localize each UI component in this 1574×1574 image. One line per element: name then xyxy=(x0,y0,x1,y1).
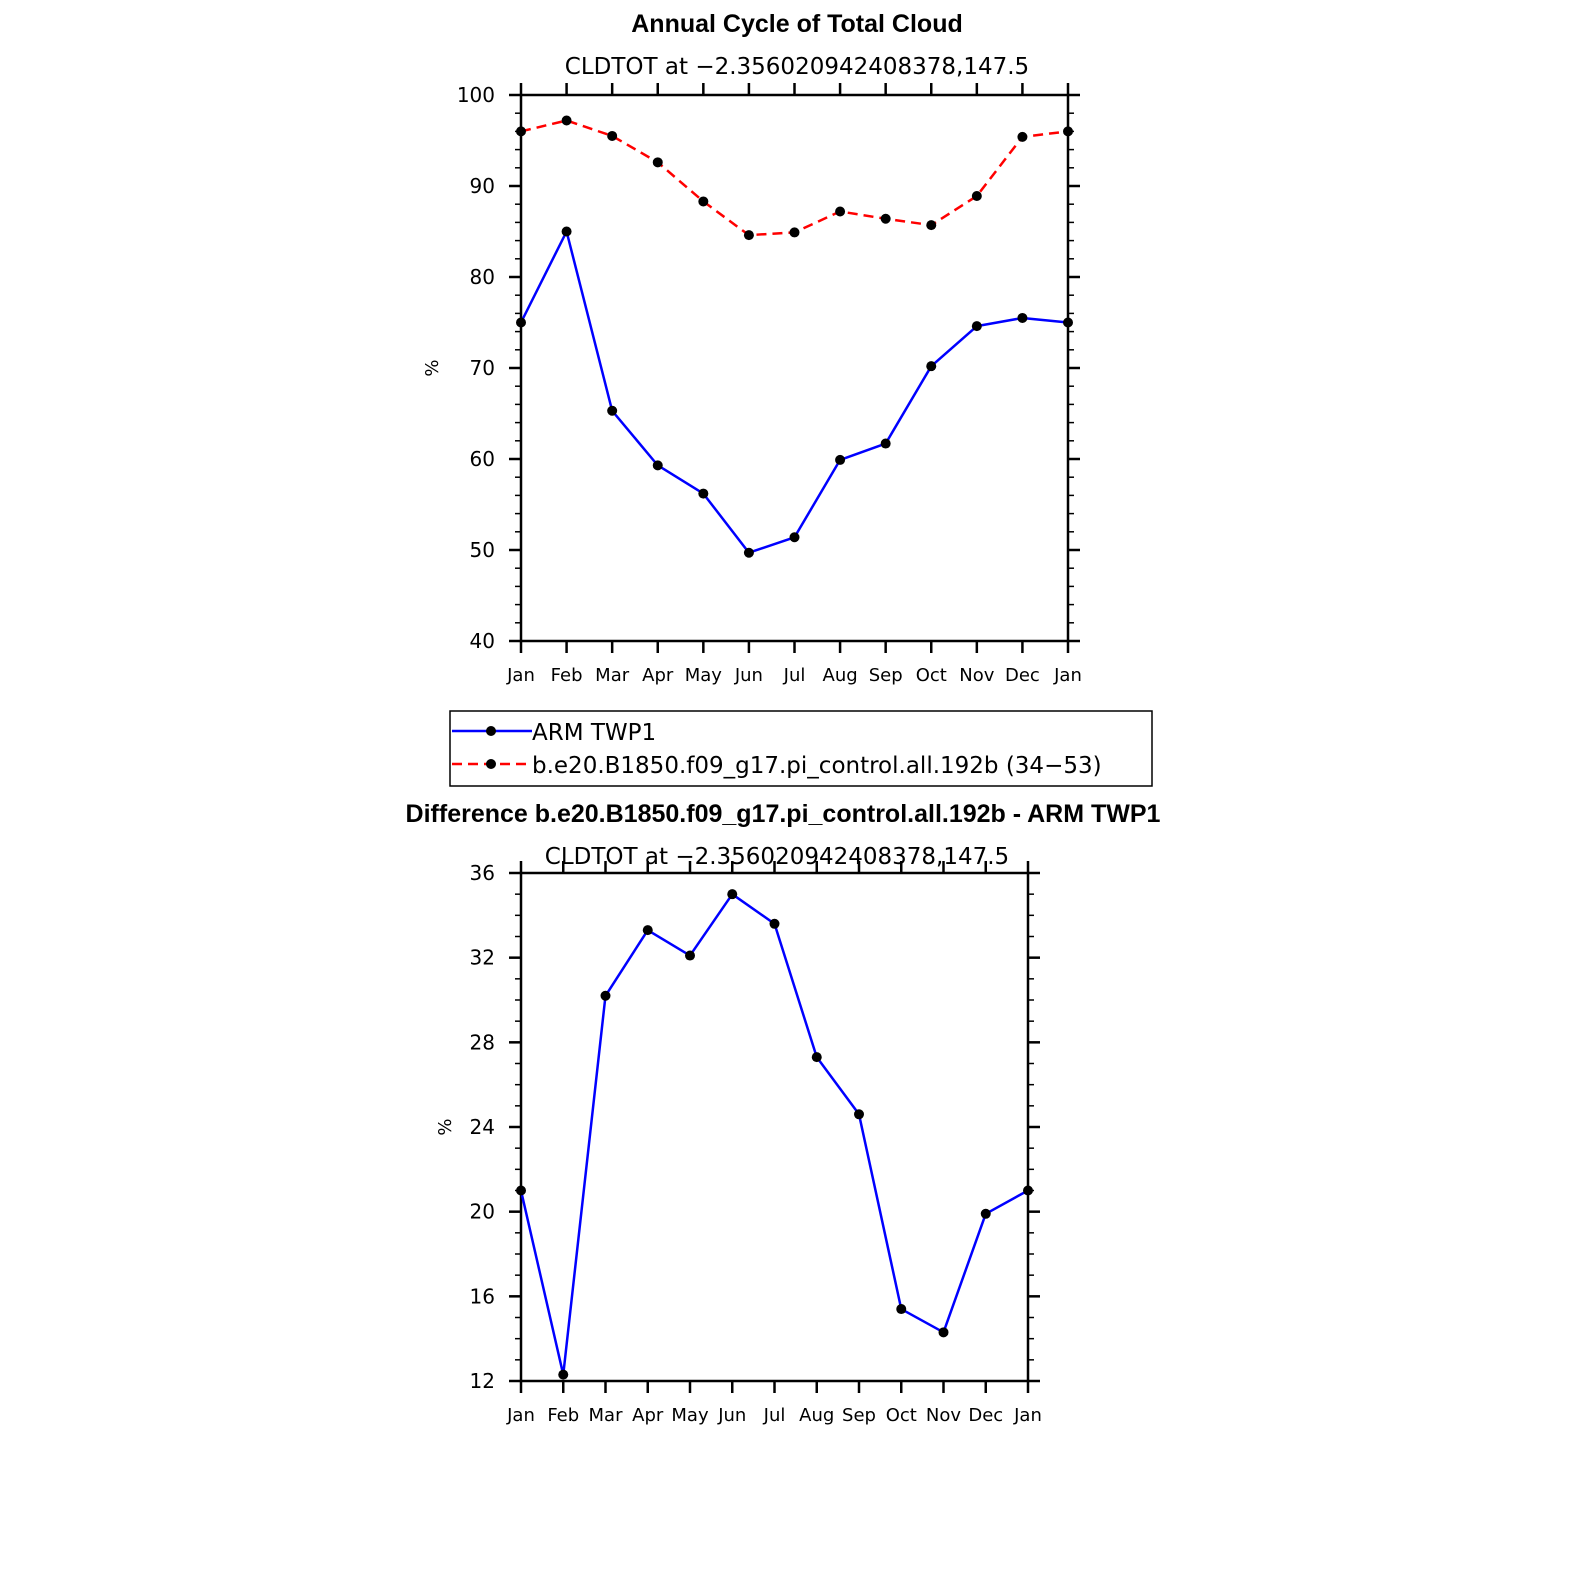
chart1-series-1-point xyxy=(607,130,618,141)
chart1-series-1-point xyxy=(880,213,891,224)
chart1-series-0-line xyxy=(519,230,1069,554)
chart2-xtick-label: May xyxy=(671,1405,709,1426)
chart1-ylabel: % xyxy=(422,359,443,376)
chart2-xtick-label: Jun xyxy=(717,1405,746,1426)
chart1-xtick-label: Jun xyxy=(734,665,763,686)
chart1-series-1-point xyxy=(926,220,937,231)
chart2-ytick-label: 36 xyxy=(470,861,495,885)
chart1-series-1-point xyxy=(1063,126,1073,137)
chart2-series-0-point xyxy=(558,1369,569,1380)
chart2-title: Difference b.e20.B1850.f09_g17.pi_contro… xyxy=(406,800,1161,828)
chart2-ytick-label: 32 xyxy=(470,946,495,970)
chart1-plot: 40 50 60 70 80 90 100 Jan Feb Mar Apr May Jun Jul Aug S… xyxy=(422,83,1082,686)
chart2-series-0-point xyxy=(854,1109,864,1120)
chart1-series-0-point xyxy=(880,438,891,449)
chart1-series-1-point xyxy=(789,227,800,238)
chart1-series-0-point xyxy=(561,226,572,237)
chart1-series-1-point xyxy=(652,157,663,168)
chart2-xtick-label: Jan xyxy=(1013,1405,1042,1426)
chart2-series-0-point xyxy=(685,950,695,961)
chart1-series-1-point xyxy=(971,191,982,202)
chart2-ytick-label: 28 xyxy=(470,1030,495,1054)
chart2-frame xyxy=(519,871,1030,1383)
chart1-xtick-label: Feb xyxy=(551,665,583,686)
chart1-ytick-label: 90 xyxy=(470,174,495,198)
chart1-series-0-point xyxy=(1017,312,1028,323)
chart2-xtick-label: Mar xyxy=(589,1405,624,1426)
chart1-legend: ARM TWP1 b.e20.B1850.f09_g17.pi_control.… xyxy=(449,710,1153,787)
chart1-xtick-label: Sep xyxy=(869,665,903,686)
chart2-ytick-label: 20 xyxy=(470,1200,495,1224)
chart2-series-0-point xyxy=(642,925,653,936)
chart1-series-0-point xyxy=(698,488,709,499)
chart2-series-0-point xyxy=(727,889,738,900)
chart1-series-0-point xyxy=(607,405,618,416)
chart1-xtick-label: Jan xyxy=(1053,665,1082,686)
chart1-ytick-label: 100 xyxy=(457,83,495,107)
chart1-series-0-point xyxy=(926,361,937,372)
chart1-frame xyxy=(519,93,1070,643)
chart1-xtick-label: Dec xyxy=(1005,665,1040,686)
chart1-ytick-label: 60 xyxy=(470,447,495,471)
chart1-series-0-point xyxy=(1063,317,1073,328)
chart1-xtick-label: May xyxy=(685,665,723,686)
legend-model-marker-icon xyxy=(486,759,496,769)
chart2-xtick-label: Jul xyxy=(763,1405,786,1426)
chart1-series-1-point xyxy=(698,196,709,207)
chart2-xtick-label: Nov xyxy=(926,1405,961,1426)
chart2-series-0-point xyxy=(600,990,611,1001)
chart2-series-0-point xyxy=(938,1327,949,1338)
chart2-ytick-label: 16 xyxy=(470,1284,495,1308)
chart1-subtitle: CLDTOT at −2.356020942408378,147.5 xyxy=(565,54,1029,80)
chart1-ytick-label: 70 xyxy=(470,356,495,380)
chart2-xtick-label: Aug xyxy=(799,1405,834,1426)
chart1-series-0-point xyxy=(789,532,800,543)
chart1-series-0-point xyxy=(971,321,982,332)
chart2-ytick-label: 12 xyxy=(470,1369,495,1393)
chart2-ytick-label: 24 xyxy=(470,1115,495,1139)
chart1-series-0-point xyxy=(516,317,526,328)
chart1-series-1-point xyxy=(561,115,572,126)
chart1-xtick-label: Jul xyxy=(783,665,806,686)
chart1-ytick-label: 50 xyxy=(470,538,495,562)
chart1-xtick-label: Aug xyxy=(823,665,858,686)
chart2-xtick-label: Oct xyxy=(886,1405,917,1426)
chart2-subtitle: CLDTOT at −2.356020942408378,147.5 xyxy=(545,844,1009,870)
chart2-xtick-label: Sep xyxy=(842,1405,876,1426)
chart1-series-1-point xyxy=(743,230,754,241)
chart2-ylabel: % xyxy=(435,1118,456,1135)
chart1-xtick-label: Jan xyxy=(506,665,535,686)
chart2-series-0-point xyxy=(896,1304,907,1315)
chart2-xtick-label: Feb xyxy=(547,1405,579,1426)
chart2-series-0-point xyxy=(1023,1185,1033,1196)
chart1-series-1-point xyxy=(1017,131,1028,142)
chart1-title: Annual Cycle of Total Cloud xyxy=(631,10,962,38)
chart2-plot: 12 16 20 24 28 32 36 Jan Feb Mar Apr May Jun Jul Aug Se… xyxy=(435,861,1042,1426)
chart2-xtick-label: Dec xyxy=(968,1405,1003,1426)
chart1-series-0-point xyxy=(835,454,846,465)
chart2-series-0-point xyxy=(516,1185,526,1196)
chart2-xtick-label: Apr xyxy=(632,1405,664,1426)
chart1-ytick-label: 80 xyxy=(470,265,495,289)
legend-box xyxy=(449,710,1153,787)
chart1-xtick-label: Apr xyxy=(642,665,674,686)
chart2-series-0-point xyxy=(769,918,780,929)
chart1-xtick-label: Oct xyxy=(916,665,947,686)
chart1-series-1-line xyxy=(520,119,1069,237)
chart2-series-0-point xyxy=(811,1052,822,1063)
chart1-ytick-label: 40 xyxy=(470,629,495,653)
legend-model-label: b.e20.B1850.f09_g17.pi_control.all.192b … xyxy=(532,753,1102,779)
chart1-series-0-point xyxy=(652,460,663,471)
chart1-xtick-label: Nov xyxy=(959,665,994,686)
chart1-xtick-label: Mar xyxy=(595,665,630,686)
chart2-series-0-point xyxy=(980,1208,991,1219)
chart2-xtick-label: Jan xyxy=(506,1405,535,1426)
legend-arm-label: ARM TWP1 xyxy=(532,720,656,746)
legend-arm-marker-icon xyxy=(486,726,496,736)
chart1-series-1-point xyxy=(516,126,526,137)
chart1-series-0-point xyxy=(743,547,754,558)
chart2-series-0-line xyxy=(519,892,1029,1376)
chart1-series-1-point xyxy=(835,206,846,217)
